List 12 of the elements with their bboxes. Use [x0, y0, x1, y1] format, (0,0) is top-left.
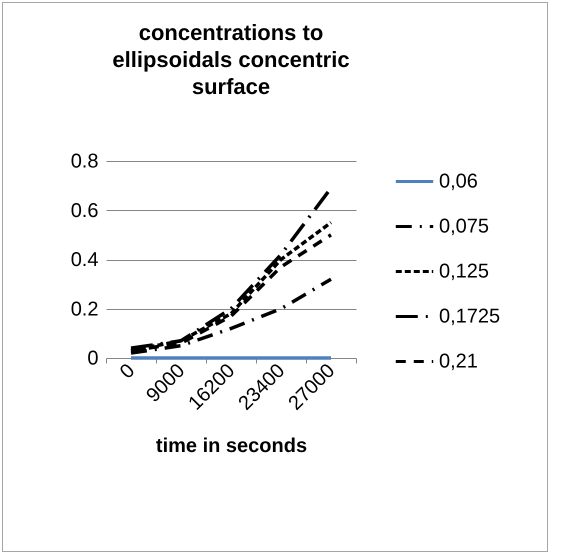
y-tick-label: 0.4	[70, 249, 98, 271]
y-tick-label: 0.8	[70, 150, 98, 172]
y-tick-label: 0.6	[70, 200, 98, 222]
legend-label: 0,125	[439, 260, 490, 282]
legend-label: 0,21	[439, 350, 478, 372]
chart-title: concentrations to ellipsoidals concentric surface	[112, 20, 350, 99]
x-axis-title: time in seconds	[156, 434, 308, 457]
x-tick-label: 0	[116, 360, 140, 384]
legend-label: 0,075	[439, 216, 490, 238]
legend-label: 0,1725	[439, 306, 500, 328]
y-tick-label: 0.2	[70, 298, 98, 320]
legend-label: 0,06	[439, 170, 478, 192]
